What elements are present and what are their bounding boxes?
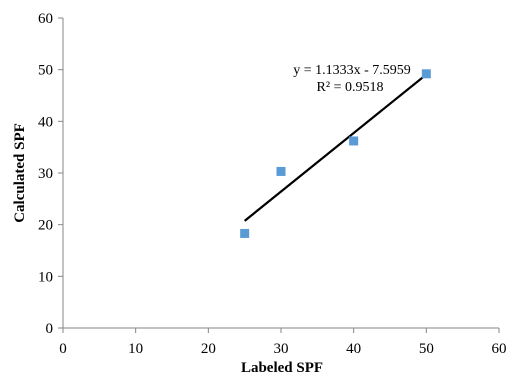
equation-label: y = 1.1333x - 7.5959 [293, 63, 411, 78]
data-points [240, 69, 431, 238]
y-tick-label: 20 [38, 218, 53, 234]
x-tick-label: 10 [128, 341, 143, 357]
x-axis-ticks: 0 10 20 30 40 50 60 [59, 328, 507, 357]
y-tick-label: 50 [38, 63, 53, 79]
r-squared-label: R² = 0.9518 [317, 80, 384, 95]
x-tick-label: 20 [201, 341, 216, 357]
y-tick-label: 30 [38, 166, 53, 182]
trendline-group [243, 73, 428, 222]
x-tick-label: 0 [59, 341, 67, 357]
trendline [243, 73, 428, 222]
y-axis-title: Calculated SPF [12, 123, 28, 223]
y-tick-label: 10 [38, 269, 53, 285]
x-tick-label: 30 [274, 341, 289, 357]
x-tick-label: 40 [346, 341, 361, 357]
y-tick-label: 60 [38, 11, 53, 27]
y-tick-label: 0 [46, 321, 54, 337]
x-axis-title: Labeled SPF [241, 360, 323, 376]
data-point [349, 136, 359, 146]
x-tick-label: 60 [492, 341, 507, 357]
data-point [421, 69, 431, 79]
y-tick-label: 40 [38, 114, 53, 130]
data-point [276, 166, 286, 176]
x-tick-label: 50 [419, 341, 434, 357]
y-axis-ticks: 0 10 20 30 40 50 60 [38, 11, 63, 337]
data-point [240, 228, 250, 238]
